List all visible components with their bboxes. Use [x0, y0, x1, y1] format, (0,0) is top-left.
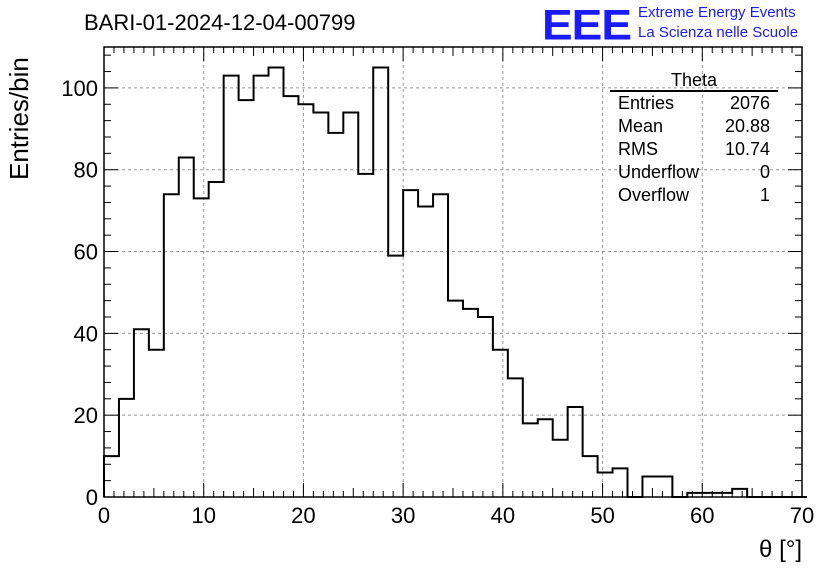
histogram-bin: [613, 468, 628, 497]
logo-line-1: Extreme Energy Events: [638, 4, 796, 21]
histogram-bin: [209, 182, 224, 497]
stats-row-mean: Mean 20.88: [610, 115, 778, 138]
x-tick-label: 20: [291, 503, 315, 528]
histogram-bin: [583, 456, 598, 497]
histogram-bin: [224, 76, 239, 497]
histogram-bin: [254, 76, 269, 497]
histogram-bin: [568, 407, 583, 497]
histogram-outline: [103, 66, 807, 498]
y-tick-label: 100: [61, 76, 98, 101]
histogram-bin: [463, 309, 478, 497]
histogram-bin: [478, 317, 493, 497]
histogram-bin: [523, 423, 538, 497]
x-tick-label: 60: [690, 503, 714, 528]
grid-lines: [104, 47, 802, 497]
histogram-bin: [448, 301, 463, 497]
y-tick-label: 80: [74, 158, 98, 183]
histogram-bin: [164, 194, 179, 497]
histogram-bin: [179, 157, 194, 497]
stats-box: Theta Entries 2076 Mean 20.88 RMS 10.74 …: [610, 70, 778, 207]
histogram-bin: [598, 472, 613, 497]
histogram-bin: [239, 100, 254, 497]
x-tick-label: 40: [491, 503, 515, 528]
x-axis-label: θ [°]: [759, 536, 802, 563]
histogram-bin: [149, 350, 164, 497]
histogram-bin: [403, 190, 418, 497]
stats-value: 2076: [729, 93, 770, 113]
y-tick-label: 0: [86, 485, 98, 510]
x-tick-label: 0: [98, 503, 110, 528]
stats-row-entries: Entries 2076: [610, 92, 778, 115]
histogram-bin: [732, 489, 747, 497]
histogram-bin: [358, 174, 373, 497]
stats-row-overflow: Overflow 1: [610, 184, 778, 207]
histogram-bin: [298, 104, 313, 497]
stats-label: Underflow: [618, 162, 700, 182]
y-tick-label: 40: [74, 321, 98, 346]
chart-title: BARI-01-2024-12-04-00799: [84, 10, 356, 35]
x-tick-label: 30: [391, 503, 415, 528]
histogram-bin: [657, 477, 672, 497]
histogram-series: [103, 66, 807, 498]
x-tick-label: 10: [191, 503, 215, 528]
stats-label: Entries: [618, 93, 675, 113]
histogram-bin: [134, 329, 149, 497]
y-axis-label: Entries/bin: [4, 57, 34, 180]
histogram-bin: [119, 399, 134, 497]
stats-label: Overflow: [618, 185, 690, 205]
eee-logo: EEE: [542, 0, 632, 49]
y-tick-label: 20: [74, 403, 98, 428]
y-tick-label: 60: [74, 240, 98, 265]
x-tick-label: 70: [790, 503, 814, 528]
histogram-bin: [508, 378, 523, 497]
histogram-bin: [642, 477, 657, 497]
stats-value: 1: [759, 185, 770, 205]
histogram-bin: [283, 96, 298, 497]
x-tick-label: 50: [590, 503, 614, 528]
stats-label: Mean: [618, 116, 664, 136]
stats-row-rms: RMS 10.74: [610, 138, 778, 161]
logo-line-2: La Scienza nelle Scuole: [638, 24, 799, 41]
histogram-bin: [194, 198, 209, 497]
histogram-bin: [553, 440, 568, 497]
stats-value: 20.88: [724, 116, 770, 136]
stats-title: Theta: [610, 70, 778, 92]
histogram-bin: [104, 456, 119, 497]
histogram-bin: [373, 67, 388, 497]
histogram-bin: [328, 133, 343, 497]
histogram-bin: [269, 67, 284, 497]
stats-label: RMS: [618, 139, 658, 159]
stats-value: 10.74: [724, 139, 770, 159]
histogram-bin: [433, 194, 448, 497]
stats-row-underflow: Underflow 0: [610, 161, 778, 184]
histogram-bin: [388, 256, 403, 497]
histogram-bin: [418, 207, 433, 497]
histogram-bin: [493, 350, 508, 497]
stats-value: 0: [759, 162, 770, 182]
histogram-bin: [538, 419, 553, 497]
